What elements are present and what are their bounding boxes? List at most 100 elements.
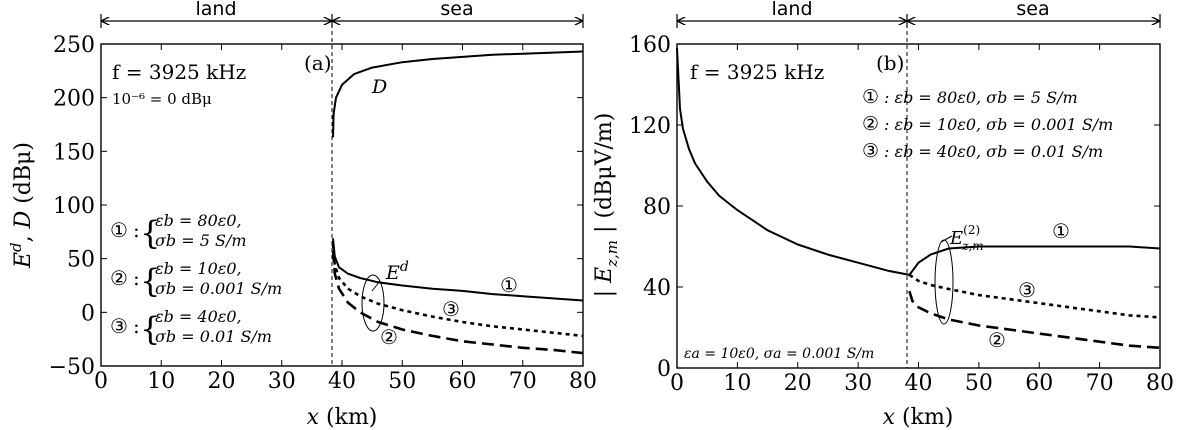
x-tick-label: 50 — [388, 369, 416, 394]
region-label-land-b: land — [771, 0, 812, 20]
series-line-3-a — [331, 244, 584, 338]
legend-line2-2-a: σb = 0.001 S/m — [155, 279, 282, 298]
legend-text-1-b: : εb = 80ε0, σb = 5 S/m — [884, 88, 1078, 107]
x-tick-label: 30 — [844, 371, 872, 396]
x-tick-label: 50 — [965, 371, 993, 396]
x-tick-label: 40 — [328, 369, 356, 394]
series-line-1-a — [332, 50, 584, 138]
legend-text-3-b: : εb = 40ε0, σb = 0.01 S/m — [884, 142, 1103, 161]
legend-num-1-a: ① — [110, 218, 128, 242]
freq-label-b: f = 3925 kHz — [690, 60, 824, 84]
svg-text:{: { — [140, 310, 160, 348]
legend-item-1-b: ① : εb = 80ε0, σb = 5 S/m — [862, 86, 1078, 108]
D-curve-label: D — [371, 76, 387, 98]
region-label-sea-b: sea — [1016, 0, 1049, 20]
x-tick-label: 80 — [1146, 371, 1174, 396]
y-tick-label: 160 — [629, 33, 671, 58]
y-tick-label: 100 — [53, 194, 95, 219]
series-line-3-b — [908, 290, 1161, 350]
panel-a: land sea 0 10 20 30 40 50 60 70 80−5005010015020… — [7, 0, 597, 430]
ref-label-a: 10⁻⁶ = 0 dBμ — [112, 90, 212, 108]
series-line-2-a — [332, 238, 584, 302]
x-axis-label-a: x (km) — [307, 405, 378, 430]
x-tick-label: 70 — [509, 369, 537, 394]
Ed-curve-label: Ed — [385, 259, 409, 284]
svg-text:{: { — [140, 262, 160, 300]
y-tick-label: 0 — [81, 301, 95, 326]
series-b — [676, 48, 1161, 350]
series-line-1-b — [676, 48, 1161, 276]
y-axis-label-a: Ed, D (dBμ) — [7, 142, 36, 269]
legend-num-3-a: ③ — [110, 314, 128, 338]
y-tick-label: 40 — [643, 276, 671, 301]
x-tick-label: 10 — [723, 371, 751, 396]
curve-marker-2-a: ② — [380, 325, 398, 349]
y-tick-label: 120 — [629, 114, 671, 139]
y-tick-label: 0 — [657, 357, 671, 382]
series-a — [331, 50, 584, 355]
legend-text-2-b: : εb = 10ε0, σb = 0.001 S/m — [884, 115, 1113, 134]
series-line-2-b — [908, 273, 1161, 319]
legend-item-3-b: ③ : εb = 40ε0, σb = 0.01 S/m — [862, 140, 1103, 162]
land-params-label: εa = 10ε0, σa = 0.001 S/m — [684, 346, 874, 362]
x-tick-label: 40 — [905, 371, 933, 396]
curve-marker-1-a: ① — [500, 273, 518, 297]
legend-line1-3-a: εb = 40ε0, — [155, 307, 242, 326]
legend-line1-1-a: εb = 80ε0, — [155, 211, 242, 230]
panel-label-b: (b) — [876, 51, 904, 75]
x-tick-label: 60 — [449, 369, 477, 394]
svg-text::: : — [133, 314, 140, 338]
region-label-land-a: land — [195, 0, 236, 20]
legend-num-2-b: ② — [862, 113, 879, 135]
x-tick-label: 80 — [569, 369, 597, 394]
x-tick-label: 0 — [670, 371, 684, 396]
y-tick-label: 50 — [67, 248, 95, 273]
legend-line2-3-a: σb = 0.01 S/m — [155, 327, 272, 346]
curve-marker-1-b: ① — [1052, 219, 1070, 243]
curve-marker-2-b: ② — [988, 328, 1006, 352]
Ed-grouping-ellipse — [361, 274, 385, 332]
Ed-leader-line — [371, 280, 381, 292]
legend-num-2-a: ② — [110, 266, 128, 290]
svg-text::: : — [133, 266, 140, 290]
x-tick-label: 20 — [784, 371, 812, 396]
legend-num-1-b: ① — [862, 86, 879, 108]
legend-a: ① : { εb = 80ε0, σb = 5 S/m ② : { εb = 1… — [110, 211, 282, 348]
panel-b: land sea 0 10 20 30 40 50 60 70 80 0 40 80 120 160 x … — [592, 0, 1174, 430]
x-tick-label: 70 — [1086, 371, 1114, 396]
y-tick-label: 200 — [53, 87, 95, 112]
svg-text:Ed, D (dBμ): Ed, D (dBμ) — [7, 142, 36, 269]
legend-item-2-a: ② : { εb = 10ε0, σb = 0.001 S/m — [110, 259, 282, 300]
y-axis-label-b: | Ez,m | (dBμV/m) — [592, 113, 621, 298]
x-tick-label: 20 — [208, 369, 236, 394]
y-tick-label: 250 — [53, 33, 95, 58]
curve-marker-3-a: ③ — [442, 297, 460, 321]
series-line-4-a — [331, 250, 584, 355]
y-tick-label: −50 — [49, 355, 95, 380]
legend-b: ① : εb = 80ε0, σb = 5 S/m ② : εb = 10ε0,… — [862, 86, 1113, 162]
x-axis-label-b: x (km) — [883, 405, 954, 430]
region-label-sea-a: sea — [440, 0, 473, 20]
Ez-curve-label: E(2) z,m — [949, 223, 984, 253]
svg-text::: : — [133, 218, 140, 242]
legend-num-3-b: ③ — [862, 140, 879, 162]
x-tick-label: 30 — [268, 369, 296, 394]
legend-line1-2-a: εb = 10ε0, — [155, 259, 242, 278]
y-tick-label: 150 — [53, 140, 95, 165]
legend-item-1-a: ① : { εb = 80ε0, σb = 5 S/m — [110, 211, 247, 252]
ticks-b: 0 10 20 30 40 50 60 70 80 0 40 80 120 160 — [629, 33, 1174, 396]
Ez-grouping-ellipse — [934, 239, 954, 325]
legend-line2-1-a: σb = 5 S/m — [155, 231, 247, 250]
x-tick-label: 0 — [94, 369, 108, 394]
svg-text:{: { — [140, 214, 160, 252]
legend-item-3-a: ③ : { εb = 40ε0, σb = 0.01 S/m — [110, 307, 272, 348]
curve-marker-3-b: ③ — [1018, 278, 1036, 302]
freq-label-a: f = 3925 kHz — [112, 60, 246, 84]
x-tick-label: 10 — [147, 369, 175, 394]
svg-text:| Ez,m | (dBμV/m): | Ez,m | (dBμV/m) — [592, 113, 621, 298]
Ez-leader-line — [940, 235, 953, 243]
legend-item-2-b: ② : εb = 10ε0, σb = 0.001 S/m — [862, 113, 1113, 135]
x-tick-label: 60 — [1025, 371, 1053, 396]
